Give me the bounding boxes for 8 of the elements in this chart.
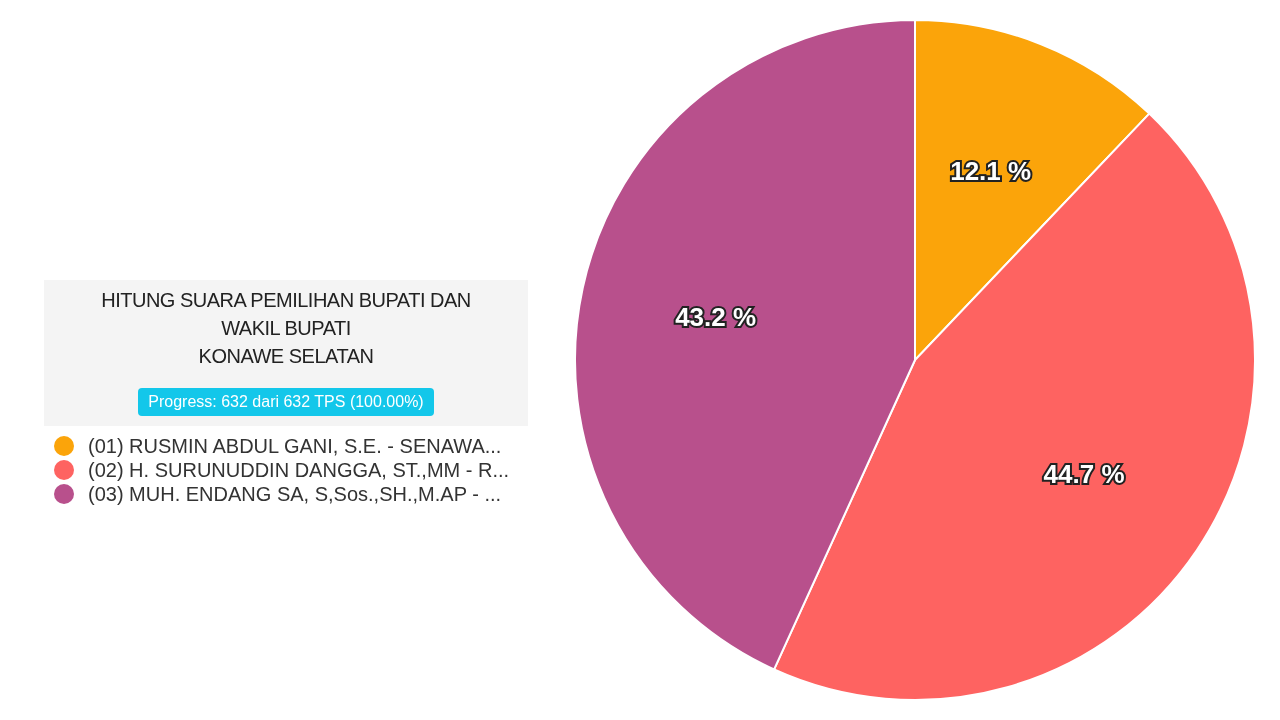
data-label: 12.1 % [950,155,1032,186]
legend-label: (03) MUH. ENDANG SA, S,Sos.,SH.,M.AP - ... [88,482,502,506]
text: HITUNG SUARA PEMILIHAN BUPATI DAN WAKIL BUPATI KONAWE SELATAN [100,288,472,369]
text: Progress: 632 dari 632 TPS (100.00%) [138,388,434,416]
legend-label: (01) RUSMIN ABDUL GANI, S.E. - SENAWA... [88,434,502,458]
data-label: 44.7 % [1043,459,1125,490]
data-label: 43.2 % [675,301,757,332]
legend-label: (02) H. SURUNUDDIN DANGGA, ST.,MM - R... [88,458,510,482]
